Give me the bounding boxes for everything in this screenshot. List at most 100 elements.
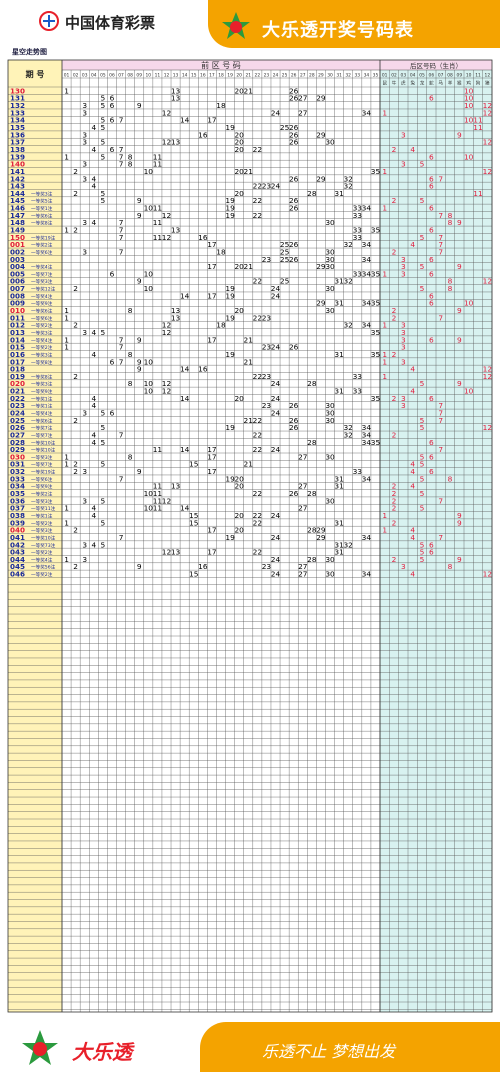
back-drawn-number: 12 [483,138,492,147]
front-drawn-number: 13 [171,86,181,95]
front-drawn-number: 2 [73,167,78,176]
prize-note: 一等奖1注 [31,403,53,410]
front-drawn-number: 28 [307,489,317,498]
front-drawn-number: 2 [73,526,78,535]
period-label: 132 [10,101,25,110]
prize-note: 一等奖10注 [31,447,56,454]
prize-note: 一等奖3注 [31,498,53,505]
prize-note: 一等奖3注 [31,190,53,197]
back-drawn-number: 6 [429,255,434,264]
zodiac-label: 兔 [410,80,415,87]
period-label: 145 [10,196,25,205]
front-drawn-number: 25 [280,240,290,249]
back-drawn-number: 1 [382,357,387,366]
prize-note: 一等奖7注 [31,425,53,432]
back-drawn-number: 10 [464,299,474,308]
back-drawn-number: 3 [401,335,406,344]
front-drawn-number: 10 [144,167,154,176]
prize-note: 一等奖6注 [31,212,53,219]
prize-note: 一等奖6注 [31,417,53,424]
front-drawn-number: 9 [137,357,142,366]
front-drawn-number: 4 [91,182,96,191]
front-drawn-number: 20 [234,474,244,483]
prize-note: 一等奖10注 [31,439,56,446]
front-number-label: 03 [82,73,88,79]
front-drawn-number: 5 [101,518,106,527]
front-drawn-number: 12 [162,211,171,220]
prize-note: 一等奖19注 [31,234,56,241]
period-label: 017 [10,357,25,366]
period-label: 044 [10,555,25,564]
period-label: 006 [10,277,25,286]
front-drawn-number: 19 [225,423,235,432]
front-drawn-number: 26 [289,255,299,264]
front-drawn-number: 33 [353,204,363,213]
front-drawn-number: 3 [82,130,87,139]
front-number-label: 33 [354,73,360,79]
front-drawn-number: 35 [371,438,381,447]
front-drawn-number: 34 [362,299,372,308]
front-drawn-number: 31 [334,350,344,359]
back-drawn-number: 2 [392,489,397,498]
zodiac-label: 鸡 [466,80,471,87]
front-drawn-number: 3 [82,247,87,256]
back-drawn-number: 4 [410,460,415,469]
back-drawn-number: 6 [429,394,434,403]
back-drawn-number: 5 [420,460,425,469]
front-drawn-number: 26 [289,138,299,147]
back-drawn-number: 2 [392,196,397,205]
prize-note: 一等奖2注 [31,242,53,249]
front-drawn-number: 30 [325,247,335,256]
back-drawn-number: 2 [392,555,397,564]
front-drawn-number: 8 [128,160,133,169]
back-drawn-number: 6 [429,269,434,278]
front-drawn-number: 34 [362,204,372,213]
front-drawn-number: 31 [334,482,344,491]
front-drawn-number: 4 [91,430,96,439]
period-label: 144 [10,189,25,198]
back-drawn-number: 2 [392,145,397,154]
prize-note: 一等奖10注 [31,534,56,541]
front-drawn-number: 34 [362,108,372,117]
back-drawn-number: 8 [448,562,453,571]
back-drawn-number: 2 [392,496,397,505]
back-drawn-number: 9 [457,130,462,139]
front-drawn-number: 26 [289,343,299,352]
back-drawn-number: 7 [438,533,443,542]
front-drawn-number: 23 [262,182,272,191]
front-number-label: 17 [209,73,215,79]
header: 中国体育彩票 大乐透开奖号码表 星空走势图 [0,0,500,60]
front-drawn-number: 22 [253,489,262,498]
back-drawn-number: 3 [401,130,406,139]
period-label: 042 [10,540,25,549]
back-drawn-number: 6 [429,335,434,344]
front-drawn-number: 32 [343,430,352,439]
back-drawn-number: 9 [457,218,462,227]
front-drawn-number: 33 [353,233,363,242]
period-label: 131 [10,94,25,103]
prize-note: 一等奖12注 [31,286,56,293]
front-drawn-number: 30 [325,570,335,579]
back-drawn-number: 5 [420,233,425,242]
period-label: 148 [10,218,25,227]
front-drawn-number: 1 [64,313,69,322]
front-drawn-number: 5 [101,423,106,432]
front-drawn-number: 8 [128,379,133,388]
front-drawn-number: 12 [162,548,171,557]
back-drawn-number: 5 [420,160,425,169]
front-number-label: 24 [273,73,279,79]
front-drawn-number: 35 [371,269,381,278]
front-drawn-number: 15 [189,518,199,527]
front-drawn-number: 35 [371,299,381,308]
front-drawn-number: 22 [253,145,262,154]
front-drawn-number: 21 [244,460,254,469]
chart-title: 大乐透开奖号码表 [262,20,414,41]
front-drawn-number: 9 [137,562,142,571]
period-label: 013 [10,328,25,337]
front-drawn-number: 4 [91,504,96,513]
period-label: 039 [10,518,25,527]
period-label: 010 [10,306,25,315]
front-drawn-number: 14 [180,365,190,374]
front-drawn-number: 24 [271,570,281,579]
back-number-label: 04 [410,73,416,79]
